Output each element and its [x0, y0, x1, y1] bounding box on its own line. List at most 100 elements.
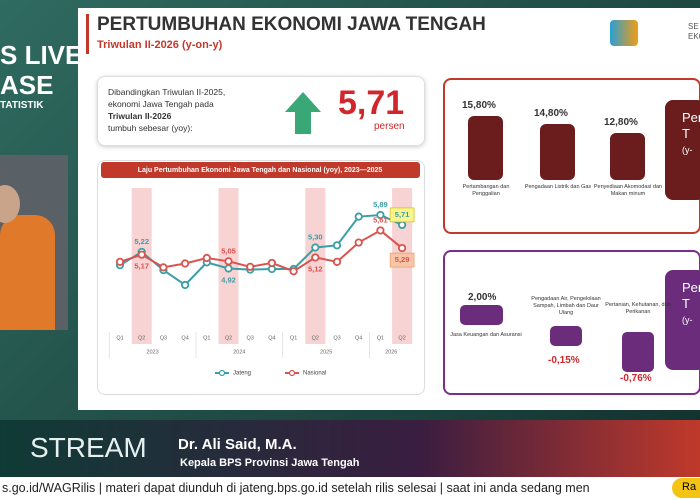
- value-label: 5,89: [373, 200, 388, 209]
- logo-line: ASE: [0, 70, 54, 100]
- chart-title: Laju Pertumbuhan Ekonomi Jawa Tengah dan…: [138, 167, 383, 174]
- series-point: [181, 280, 190, 290]
- summary-text: Dibandingkan Triwulan II-2025, ekonomi Ja…: [108, 86, 225, 134]
- logo-line: EKONO: [688, 32, 700, 41]
- value-label: 5,71: [395, 210, 410, 219]
- se-logo-text: SEEKONO: [688, 22, 700, 42]
- legend-label: Jateng: [233, 371, 251, 377]
- sector-value: -0,76%: [620, 373, 652, 384]
- person: [0, 215, 55, 330]
- sector-label: Pertanian, Kehutanan, dan Perikanan: [605, 302, 671, 315]
- x-group-label: 2025: [320, 349, 332, 355]
- panel-line: Per: [682, 110, 700, 125]
- panel-line: (y-: [682, 145, 693, 155]
- sector-label: Pengadaan Listrik dan Gas: [524, 184, 592, 190]
- summary-unit: persen: [374, 121, 405, 132]
- panel-line: T: [682, 126, 690, 141]
- title-bar: [86, 14, 89, 54]
- ticker-text: s.go.id/WAGRilis | materi dapat diunduh …: [2, 481, 590, 495]
- slide-title: PERTUMBUHAN EKONOMI JAWA TENGAH: [97, 14, 486, 35]
- x-tick-label: Q2: [312, 335, 319, 341]
- speaker-name: Dr. Ali Said, M.A.: [178, 436, 297, 453]
- se-logo: [610, 20, 638, 46]
- label-box: [389, 252, 415, 268]
- x-tick-label: Q1: [203, 335, 210, 341]
- series-line: [119, 213, 403, 287]
- sector-icon: [540, 124, 575, 180]
- value-label: 5,22: [134, 237, 149, 246]
- legend-marker: [288, 369, 296, 377]
- ticker-bar: [0, 477, 700, 500]
- summary-value: 5,71: [338, 84, 405, 122]
- summary-line: Triwulan II-2026: [108, 111, 172, 121]
- x-group-label: 2023: [146, 349, 158, 355]
- series-point: [267, 258, 276, 268]
- sector-icon: [550, 326, 582, 346]
- panel-line: T: [682, 296, 690, 311]
- person-head: [0, 185, 20, 223]
- highlight-band: [305, 188, 326, 344]
- series-point: [376, 210, 385, 220]
- legend-label: Nasional: [303, 371, 326, 377]
- sector-icon: [610, 133, 645, 180]
- webcam: [0, 155, 68, 330]
- series-point: [159, 263, 168, 272]
- slide: [78, 8, 700, 410]
- chart-card: [97, 160, 425, 395]
- sector-label: Penyediaan Akomodasi dan Makan minum: [593, 184, 663, 197]
- x-tick-label: Q2: [138, 335, 145, 341]
- series-point: [397, 220, 407, 230]
- sector-icon: [468, 116, 503, 180]
- series-point: [311, 243, 320, 252]
- x-tick-label: Q4: [355, 335, 362, 341]
- logo-line: TATISTIK: [0, 100, 44, 111]
- value-label: 4,92: [221, 275, 236, 284]
- series-point: [137, 250, 146, 259]
- x-tick-label: Q4: [268, 335, 275, 341]
- series-point: [332, 257, 342, 266]
- logo-line: SE: [688, 22, 699, 31]
- sector-icon: [460, 305, 503, 325]
- x-tick-label: Q4: [181, 335, 188, 341]
- value-label: 5,30: [308, 233, 323, 242]
- value-label: 5,29: [395, 255, 410, 264]
- sector-value: 2,00%: [468, 292, 497, 303]
- panel-line: (y-: [682, 315, 693, 325]
- sector-label: Pertambangan dan Penggalian: [462, 184, 510, 197]
- line-chart: Laju Pertumbuhan Ekonomi Jawa Tengah dan…: [101, 162, 420, 377]
- series-point: [246, 262, 255, 271]
- up-arrow: [285, 92, 321, 134]
- legend-marker: [218, 369, 226, 377]
- top-highlight: PerT (y-: [665, 100, 700, 200]
- series-point: [202, 253, 211, 263]
- summary-line: ekonomi Jawa Tengah pada: [108, 99, 214, 109]
- x-tick-label: Q3: [247, 335, 254, 341]
- series-point: [354, 238, 363, 247]
- value-label: 5,61: [373, 215, 388, 224]
- value-label: 5,12: [308, 264, 323, 273]
- value-label: 5,17: [134, 262, 149, 271]
- sector-label: Pengadaan Air, Pengelolaan Sampah, Limba…: [531, 296, 601, 316]
- logo-line: S LIVE: [0, 40, 83, 70]
- x-tick-label: Q1: [116, 335, 123, 341]
- x-tick-label: Q1: [377, 335, 384, 341]
- lower-third: [0, 420, 700, 477]
- series-point: [332, 241, 342, 250]
- sector-value: -0,15%: [548, 355, 580, 366]
- panel-line: Per: [682, 280, 700, 295]
- sector-icon: [622, 332, 654, 372]
- series-point: [354, 212, 363, 221]
- x-tick-label: Q1: [290, 335, 297, 341]
- series-point: [115, 257, 125, 266]
- summary-card: [97, 76, 425, 146]
- sector-label: Jasa Keuangan dan Asuransi: [450, 332, 522, 338]
- x-tick-label: Q3: [160, 335, 167, 341]
- series-point: [376, 226, 385, 235]
- sector-value: 14,80%: [534, 108, 568, 119]
- x-tick-label: Q2: [398, 335, 405, 341]
- summary-line: Dibandingkan Triwulan II-2025,: [108, 87, 226, 97]
- x-tick-label: Q2: [225, 335, 232, 341]
- chart-title-band: [101, 162, 420, 178]
- series-point: [224, 257, 233, 266]
- highlight-band: [131, 188, 152, 344]
